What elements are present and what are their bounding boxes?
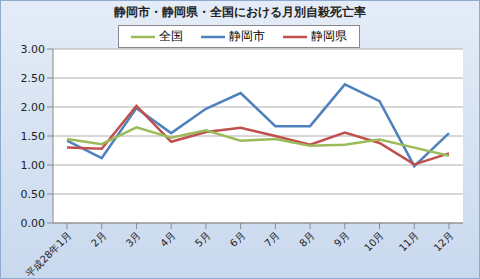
html-text:静岡県: 静岡県: [311, 29, 347, 43]
svg-text:11月: 11月: [397, 230, 421, 254]
html-text:静岡市・静岡県・全国における月別自殺死亡率: 静岡市・静岡県・全国における月別自殺死亡率: [114, 5, 366, 19]
svg-text:2.00: 2.00: [21, 101, 46, 114]
html-text:全国: 全国: [159, 29, 183, 43]
svg-text:3.00: 3.00: [21, 43, 46, 56]
svg-text:2.50: 2.50: [21, 72, 46, 85]
svg-text:0.50: 0.50: [21, 188, 46, 201]
html-text:静岡市: 静岡市: [229, 29, 265, 43]
svg-text:7月: 7月: [262, 230, 281, 249]
svg-text:1.00: 1.00: [21, 159, 46, 172]
svg-text:10月: 10月: [362, 230, 386, 254]
svg-text:8月: 8月: [297, 230, 316, 249]
svg-text:2月: 2月: [89, 230, 108, 249]
svg-text:平成28年1月: 平成28年1月: [24, 230, 74, 277]
svg-text:3月: 3月: [124, 230, 143, 249]
svg-text:4月: 4月: [158, 230, 177, 249]
svg-text:0.00: 0.00: [21, 217, 46, 230]
svg-text:9月: 9月: [332, 230, 351, 249]
svg-text:6月: 6月: [228, 230, 247, 249]
svg-text:12月: 12月: [432, 230, 456, 254]
svg-text:5月: 5月: [193, 230, 212, 249]
svg-text:1.50: 1.50: [21, 130, 46, 143]
